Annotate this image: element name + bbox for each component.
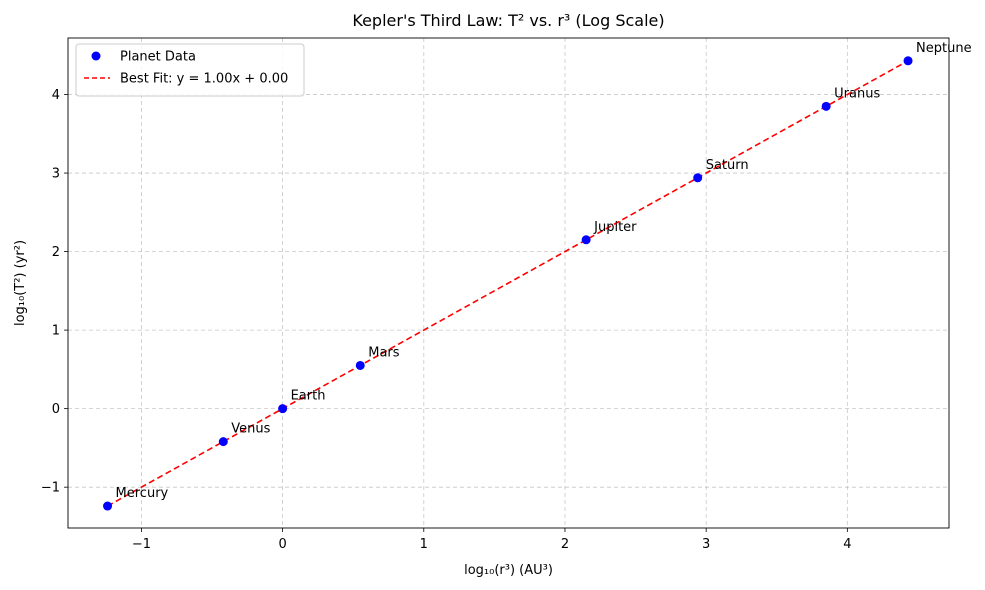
point-label-jupiter: Jupiter <box>593 220 637 235</box>
data-point-mars <box>355 360 365 370</box>
legend: Planet Data Best Fit: y = 1.00x + 0.00 <box>75 43 305 97</box>
data-point-jupiter <box>581 235 591 245</box>
legend-marker-planet-data <box>91 51 101 61</box>
best-fit-line <box>107 60 909 507</box>
point-label-uranus: Uranus <box>834 86 880 101</box>
y-tick-label: 0 <box>52 402 60 417</box>
y-tick-label: 4 <box>52 88 60 103</box>
data-point-saturn <box>693 173 703 183</box>
point-label-neptune: Neptune <box>916 41 972 56</box>
y-tick-label: 1 <box>52 324 60 339</box>
point-label-mars: Mars <box>368 345 400 360</box>
legend-label-best-fit: Best Fit: y = 1.00x + 0.00 <box>120 72 288 87</box>
data-point-uranus <box>821 101 831 111</box>
point-label-saturn: Saturn <box>706 158 749 173</box>
x-tick-label: −1 <box>132 537 151 552</box>
fit-line-layer <box>107 60 909 507</box>
data-point-venus <box>218 437 228 447</box>
annotations-layer: Mercury Venus Earth Mars Jupiter Saturn Uranus… <box>116 41 972 501</box>
data-point-mercury <box>103 501 113 511</box>
ticks-layer: −1 0 1 2 3 4 −1 0 1 2 3 4 <box>41 88 852 552</box>
points-layer <box>103 56 913 511</box>
legend-box <box>75 43 305 97</box>
point-label-venus: Venus <box>231 422 270 437</box>
chart-title: Kepler's Third Law: T² vs. r³ (Log Scale… <box>352 11 664 30</box>
grid <box>68 38 949 528</box>
x-axis-label: log₁₀(r³) (AU³) <box>464 563 553 578</box>
x-tick-label: 1 <box>420 537 428 552</box>
point-label-earth: Earth <box>291 389 326 404</box>
data-point-earth <box>278 404 288 414</box>
y-tick-label: 2 <box>52 245 60 260</box>
x-tick-label: 0 <box>278 537 286 552</box>
y-axis-label: log₁₀(T²) (yr²) <box>13 240 28 326</box>
x-tick-label: 3 <box>702 537 710 552</box>
legend-label-planet-data: Planet Data <box>120 50 196 65</box>
x-tick-label: 4 <box>843 537 851 552</box>
plot-frame <box>67 37 950 529</box>
point-label-mercury: Mercury <box>116 486 169 501</box>
y-tick-label: 3 <box>52 167 60 182</box>
data-point-neptune <box>903 56 913 66</box>
y-tick-label: −1 <box>41 481 60 496</box>
x-tick-label: 2 <box>561 537 569 552</box>
